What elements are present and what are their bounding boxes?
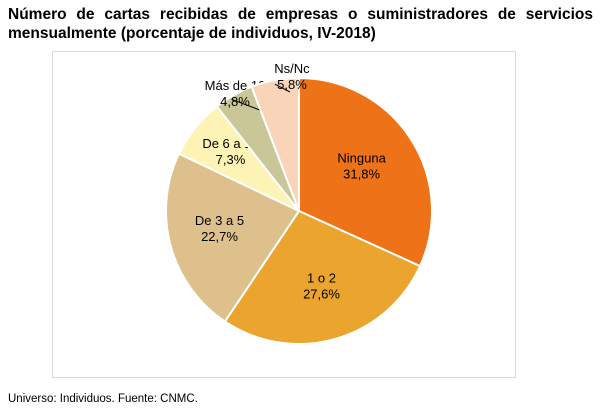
slice-value-de-3-a-5: 22,7%	[201, 229, 238, 244]
slice-value-1-o-2: 27,6%	[303, 286, 340, 301]
slice-label-ninguna: Ninguna	[337, 151, 386, 166]
chart-title: Número de cartas recibidas de empresas o…	[8, 6, 593, 42]
source-note: Universo: Individuos. Fuente: CNMC.	[8, 393, 198, 405]
slice-value-mas-de-10: 4,8%	[220, 94, 250, 109]
pie-slice-ns-nc	[250, 76, 300, 212]
slice-label-mas-de-10: Más de 10	[205, 78, 266, 93]
slice-value-de-6-a-10: 7,3%	[216, 152, 246, 167]
slice-value-ns-nc: 5,8%	[277, 77, 307, 92]
slice-label-ns-nc: Ns/Nc	[274, 61, 310, 76]
chart-area: Ninguna 31,8% 1 o 2 27,6% De 3 a 5 22,7% De 6 …	[52, 51, 516, 378]
pie-slice-ninguna	[298, 76, 433, 268]
pie-slice-1-o-2	[223, 209, 422, 345]
slice-value-ninguna: 31,8%	[343, 167, 380, 182]
leader-line-ns-nc	[274, 83, 291, 93]
slice-label-1-o-2: 1 o 2	[307, 270, 336, 285]
slice-label-de-3-a-5: De 3 a 5	[195, 213, 244, 228]
